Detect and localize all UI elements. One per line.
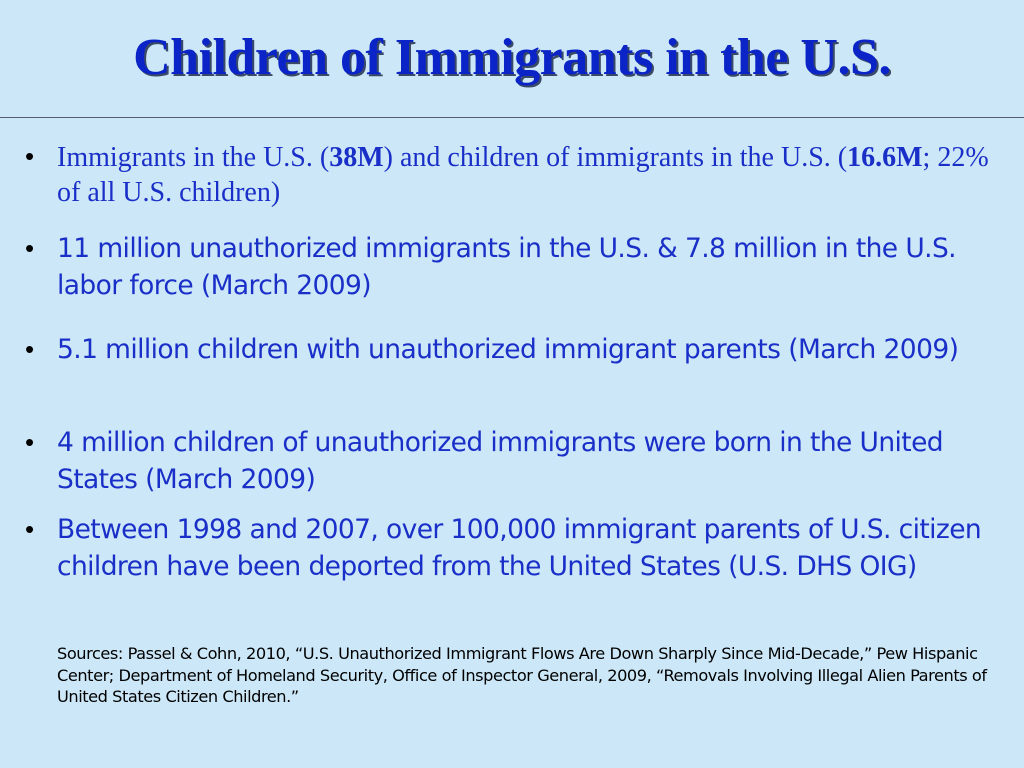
sources-note: Sources: Passel & Cohn, 2010, “U.S. Unau…: [57, 644, 987, 706]
bullet-text: Between 1998 and 2007, over 100,000 immi…: [57, 514, 982, 582]
bullet-marker: •: [25, 141, 35, 171]
bullet-text-part: Immigrants in the U.S. (: [57, 142, 330, 173]
bullet-text: 4 million children of unauthorized immig…: [57, 427, 944, 495]
title-divider: [0, 117, 1024, 118]
bullet-text-part: ) and children of immigrants in the U.S.…: [383, 142, 848, 173]
bullet-text: Immigrants in the U.S. (38M) and childre…: [57, 140, 1017, 210]
bullet-text: 5.1 million children with unauthorized i…: [57, 334, 959, 365]
bullet-text: 11 million unauthorized immigrants in th…: [57, 233, 957, 301]
bullet-text-part: ; 22% of all U.S. children): [57, 142, 989, 208]
bullet-text-bold-figure: 38M: [329, 142, 384, 173]
bullet-marker: •: [25, 514, 35, 544]
slide-title: Children of Immigrants in the U.S.: [133, 29, 891, 86]
bullet-text-bold-figure: 16.6M: [847, 142, 923, 173]
bullet-marker: •: [25, 233, 35, 263]
bullet-marker: •: [25, 427, 35, 457]
bullet-marker: •: [25, 334, 35, 364]
